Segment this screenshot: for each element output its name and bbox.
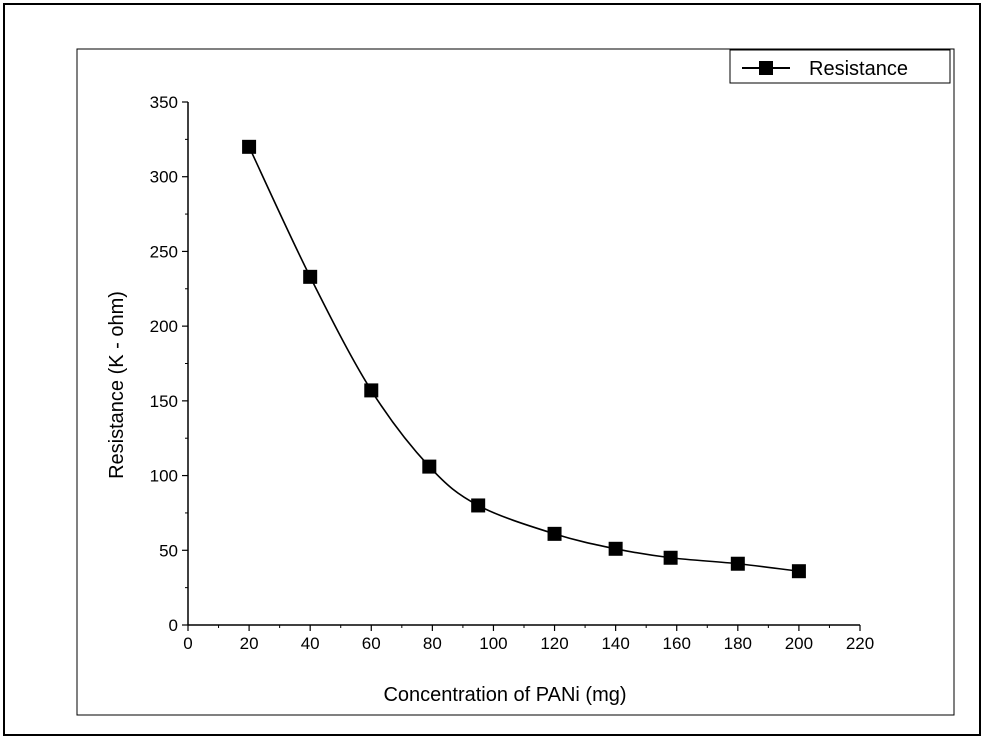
data-point: [791, 564, 806, 579]
y-tick-label: 200: [150, 317, 178, 336]
y-tick-label: 0: [169, 616, 178, 635]
data-point: [663, 550, 678, 565]
x-tick-label: 140: [601, 634, 629, 653]
x-tick-label: 120: [540, 634, 568, 653]
data-point: [364, 383, 379, 398]
x-tick-label: 60: [362, 634, 381, 653]
x-tick-label: 220: [846, 634, 874, 653]
data-point: [730, 556, 745, 571]
x-tick-label: 20: [240, 634, 259, 653]
data-point: [303, 269, 318, 284]
data-point: [471, 498, 486, 513]
y-tick-label: 100: [150, 467, 178, 486]
x-tick-label: 100: [479, 634, 507, 653]
y-tick-label: 350: [150, 93, 178, 112]
x-tick-label: 200: [785, 634, 813, 653]
chart-area-border: [76, 48, 955, 716]
data-point: [547, 526, 562, 541]
legend-label: Resistance: [809, 58, 908, 80]
y-tick-label: 150: [150, 392, 178, 411]
x-tick-label: 160: [663, 634, 691, 653]
x-tick-label: 0: [183, 634, 192, 653]
series-group: [242, 139, 806, 579]
series-line: [248, 146, 800, 573]
y-tick-label: 250: [150, 242, 178, 261]
x-axis-title: Concentration of PANi (mg): [383, 684, 626, 706]
y-tick-label: 50: [159, 541, 178, 560]
chart: 0 20 40 60 80 100 120 140 160 180 200 220 0 50 100 150 2…: [76, 48, 955, 716]
y-tick-label: 300: [150, 168, 178, 187]
y-axis-title: Resistance (K - ohm): [106, 291, 128, 479]
x-tick-label: 180: [724, 634, 752, 653]
figure-frame: 0 20 40 60 80 100 120 140 160 180 200 220 0 50 100 150 2…: [3, 3, 981, 736]
ticks: 0 20 40 60 80 100 120 140 160 180 200 220 0 50 100 150 2…: [150, 93, 875, 653]
x-tick-label: 40: [301, 634, 320, 653]
axes: [187, 102, 860, 626]
data-point: [242, 139, 257, 154]
data-point: [422, 459, 437, 474]
x-tick-label: 80: [423, 634, 442, 653]
legend: Resistance: [729, 49, 951, 84]
data-point: [608, 541, 623, 556]
legend-marker: [759, 61, 773, 75]
